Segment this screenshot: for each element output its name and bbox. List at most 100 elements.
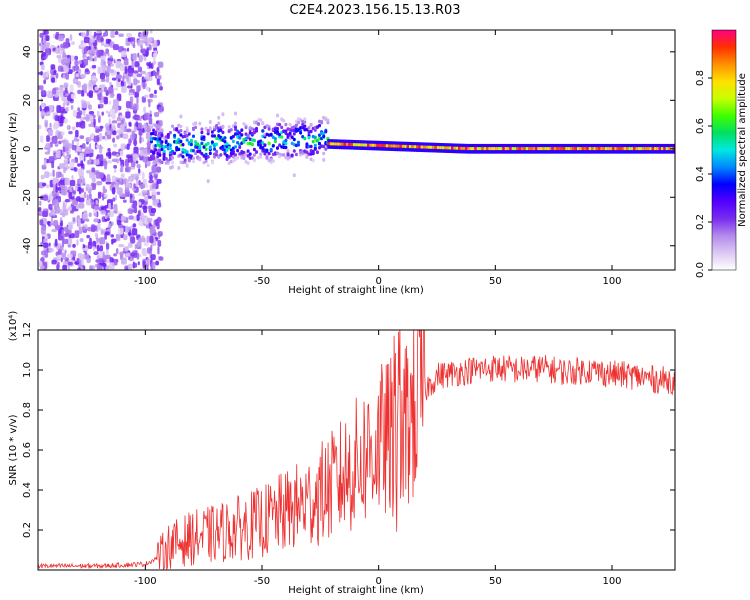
heatmap-cell	[123, 234, 128, 241]
heatmap-cell	[118, 33, 124, 37]
heatmap-cell	[121, 178, 124, 183]
heatmap-cell	[215, 149, 219, 154]
heatmap-cell	[154, 148, 158, 152]
heatmap-cell	[142, 260, 146, 269]
heatmap-cell	[179, 153, 183, 157]
heatmap-cell	[318, 133, 321, 138]
heatmap-cell	[635, 147, 639, 151]
heatmap-cell	[221, 124, 225, 129]
heatmap-cell	[64, 185, 68, 191]
heatmap-cell	[111, 175, 116, 182]
heatmap-cell	[227, 145, 231, 150]
heatmap-cell	[318, 141, 321, 146]
heatmap-cell	[65, 93, 69, 97]
heatmap-cell	[208, 146, 212, 150]
heatmap-cell	[132, 130, 135, 139]
heatmap-cell	[460, 146, 464, 150]
heatmap-cell	[83, 156, 86, 162]
heatmap-cell	[77, 89, 82, 95]
heatmap-cell	[54, 153, 57, 161]
heatmap-cell	[142, 148, 148, 157]
heatmap-cell	[132, 70, 139, 74]
heatmap-cell	[261, 121, 265, 126]
heatmap-cell	[157, 216, 162, 224]
heatmap-cell	[284, 141, 288, 146]
heatmap-cell	[265, 148, 269, 153]
heatmap-cell	[38, 85, 44, 91]
heatmap-cell	[133, 173, 140, 180]
heatmap-cell	[231, 159, 235, 163]
heatmap-y-tick-label: -20	[22, 189, 33, 205]
heatmap-cell	[102, 32, 106, 38]
heatmap-cell	[315, 150, 319, 154]
snr-x-tick-label: 0	[375, 576, 381, 587]
heatmap-cell	[206, 163, 210, 168]
heatmap-cell	[63, 67, 69, 73]
heatmap-cell	[42, 51, 46, 57]
heatmap-cell	[213, 155, 216, 159]
heatmap-cell	[252, 147, 256, 152]
heatmap-cell	[164, 157, 168, 161]
heatmap-cell	[55, 31, 60, 39]
heatmap-cell	[111, 120, 118, 124]
heatmap-cell	[132, 153, 138, 161]
heatmap-x-tick-label: 0	[375, 276, 381, 287]
heatmap-cell	[225, 148, 229, 152]
heatmap-cell	[80, 120, 86, 129]
heatmap-cell	[514, 147, 517, 151]
heatmap-cell	[472, 147, 475, 151]
heatmap-cell	[90, 75, 97, 81]
heatmap-cell	[79, 116, 84, 122]
heatmap-cell	[51, 214, 58, 219]
heatmap-cell	[58, 115, 64, 123]
heatmap-cell	[98, 105, 101, 109]
heatmap-cell	[133, 140, 138, 146]
heatmap-cell	[104, 30, 108, 37]
heatmap-cell	[93, 251, 99, 256]
heatmap-cell	[42, 72, 46, 79]
heatmap-x-ticks: -100 -50 0 50 100	[134, 30, 622, 287]
heatmap-cell	[626, 147, 629, 151]
heatmap-cell	[105, 48, 110, 55]
heatmap-cell	[223, 136, 227, 140]
heatmap-cell	[110, 266, 115, 270]
heatmap-cell	[58, 140, 62, 145]
heatmap-cell	[77, 80, 82, 88]
heatmap-cell	[116, 219, 122, 226]
heatmap-cell	[546, 147, 550, 151]
heatmap-cell	[40, 102, 45, 108]
heatmap-cell	[109, 210, 114, 218]
heatmap-cell	[152, 151, 156, 155]
heatmap-y-tick-label: 0	[22, 146, 33, 152]
heatmap-cell	[399, 144, 403, 148]
heatmap-cell	[114, 30, 119, 36]
heatmap-cell	[284, 145, 288, 150]
heatmap-cell	[152, 183, 157, 191]
heatmap-cell	[80, 159, 84, 166]
heatmap-cell	[145, 49, 149, 56]
heatmap-cell	[509, 147, 513, 151]
heatmap-cell	[144, 112, 150, 121]
heatmap-cell	[105, 248, 109, 256]
heatmap-cell	[140, 70, 146, 75]
heatmap-cell	[518, 147, 522, 151]
heatmap-cell	[507, 147, 510, 151]
heatmap-cell	[378, 144, 382, 148]
heatmap-cell	[309, 122, 313, 127]
heatmap-cell	[388, 144, 391, 148]
heatmap-cell	[136, 179, 139, 187]
colorbar-tick-label: 0.0	[695, 262, 706, 278]
heatmap-cell	[476, 147, 480, 151]
heatmap-cell	[269, 147, 273, 152]
heatmap-cell	[110, 30, 115, 38]
heatmap-cell	[149, 110, 152, 115]
heatmap-cell	[120, 81, 125, 87]
heatmap-cell	[88, 110, 95, 115]
heatmap-cell	[297, 120, 300, 125]
heatmap-cell	[72, 199, 78, 206]
heatmap-cell	[141, 189, 148, 194]
heatmap-cell	[83, 191, 87, 199]
heatmap-cell	[44, 73, 49, 78]
heatmap-cell	[113, 99, 119, 107]
heatmap-cell	[271, 159, 275, 163]
